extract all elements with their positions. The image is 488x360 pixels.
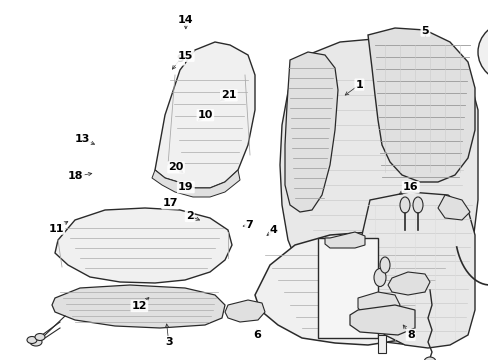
Polygon shape — [349, 305, 414, 335]
Ellipse shape — [412, 197, 422, 213]
Polygon shape — [285, 52, 337, 212]
Bar — [317, 238, 377, 338]
Polygon shape — [152, 170, 240, 197]
Ellipse shape — [423, 357, 435, 360]
Ellipse shape — [373, 269, 385, 287]
Polygon shape — [224, 300, 264, 322]
Text: 17: 17 — [162, 198, 178, 208]
Text: 10: 10 — [197, 110, 213, 120]
Polygon shape — [357, 292, 399, 318]
Ellipse shape — [399, 197, 409, 213]
Text: 8: 8 — [406, 330, 414, 340]
Text: 14: 14 — [178, 15, 193, 25]
Text: 2: 2 — [185, 211, 193, 221]
Text: 11: 11 — [48, 224, 64, 234]
Text: 12: 12 — [131, 301, 147, 311]
Polygon shape — [52, 285, 224, 328]
Text: 7: 7 — [245, 220, 253, 230]
Ellipse shape — [477, 22, 488, 82]
Text: 21: 21 — [221, 90, 236, 100]
Bar — [377, 335, 385, 353]
Polygon shape — [254, 232, 459, 345]
Text: 13: 13 — [74, 134, 90, 144]
Text: 3: 3 — [164, 337, 172, 347]
Polygon shape — [155, 42, 254, 188]
Ellipse shape — [35, 333, 45, 341]
Polygon shape — [325, 232, 364, 248]
Ellipse shape — [30, 338, 42, 346]
Polygon shape — [367, 28, 474, 182]
Text: 5: 5 — [421, 26, 428, 36]
Text: 1: 1 — [355, 80, 363, 90]
Polygon shape — [437, 195, 469, 220]
Polygon shape — [359, 192, 474, 348]
Text: 18: 18 — [68, 171, 83, 181]
Polygon shape — [280, 38, 477, 345]
Text: 15: 15 — [178, 51, 193, 61]
Text: 4: 4 — [269, 225, 277, 235]
Ellipse shape — [27, 337, 37, 343]
Text: 6: 6 — [252, 330, 260, 340]
Text: 9: 9 — [176, 54, 183, 64]
Ellipse shape — [379, 257, 389, 273]
Text: 20: 20 — [168, 162, 183, 172]
Text: 19: 19 — [178, 182, 193, 192]
Polygon shape — [55, 208, 231, 283]
Text: 16: 16 — [402, 182, 418, 192]
Polygon shape — [387, 272, 429, 295]
